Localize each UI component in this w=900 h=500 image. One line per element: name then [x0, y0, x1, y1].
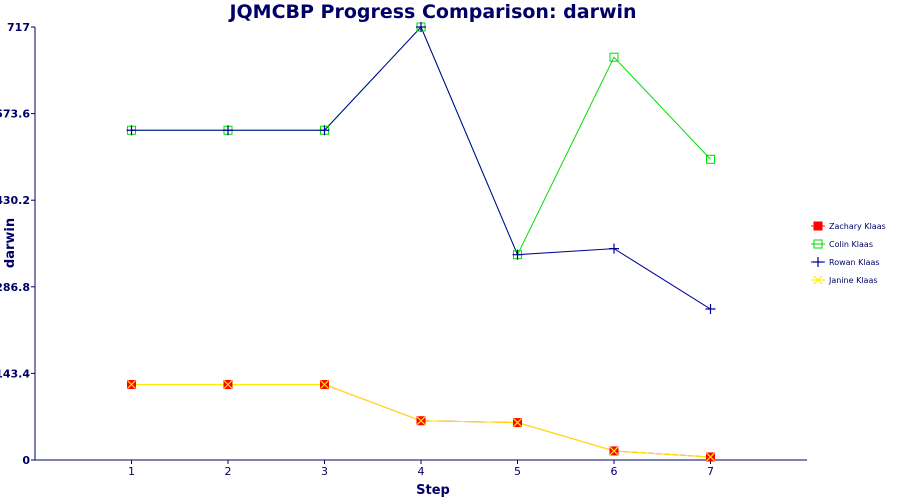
legend-item: Zachary Klaas	[811, 221, 886, 231]
plot-frame	[34, 27, 807, 461]
legend-swatch-marker	[813, 257, 823, 267]
data-point	[223, 380, 233, 389]
series-line	[131, 26, 711, 256]
series-1	[131, 26, 711, 256]
legend-label: Colin Klaas	[829, 240, 873, 249]
x-axis-label: Step	[416, 483, 450, 498]
y-tick-label: 286.8	[0, 281, 30, 294]
x-tick-label: 7	[707, 465, 714, 478]
data-point	[127, 380, 136, 389]
series-markers-1	[127, 22, 715, 260]
legend-item: Rowan Klaas	[811, 257, 880, 267]
data-point	[513, 418, 522, 427]
legend-swatch-marker	[813, 221, 823, 231]
legend-item: Janine Klaas	[811, 275, 878, 285]
y-axis-label: darwin	[3, 218, 18, 268]
data-point	[416, 22, 426, 32]
data-point	[320, 380, 329, 389]
legend: Zachary Klaas Colin Klaas Rowan Klaas Janin…	[811, 221, 886, 285]
data-point	[126, 125, 137, 136]
data-point	[223, 125, 233, 136]
data-point	[609, 446, 619, 456]
data-point	[705, 304, 716, 315]
data-point	[609, 52, 619, 62]
x-tick-label: 5	[514, 465, 521, 478]
legend-label: Zachary Klaas	[829, 222, 886, 231]
legend-swatch-marker	[813, 275, 823, 285]
series-line	[131, 26, 711, 310]
y-tick-label: 717	[7, 21, 30, 34]
legend-item: Colin Klaas	[811, 239, 873, 249]
data-point	[512, 249, 523, 260]
data-point	[609, 243, 619, 254]
data-point	[319, 125, 330, 136]
x-tick-label: 2	[225, 465, 232, 478]
x-tick-label: 1	[128, 465, 135, 478]
y-tick-label: 430.2	[0, 194, 30, 207]
y-tick-label: 573.6	[0, 108, 30, 121]
legend-label: Rowan Klaas	[829, 258, 880, 267]
y-tick-label: 143.4	[0, 367, 30, 380]
x-tick-label: 4	[418, 465, 425, 478]
series-2	[131, 26, 711, 310]
data-point	[706, 452, 715, 462]
y-tick-label: 0	[22, 454, 30, 467]
x-tick-label: 3	[321, 465, 328, 478]
series-layer	[126, 22, 716, 462]
data-point	[706, 154, 715, 164]
data-point	[416, 416, 426, 426]
x-ticks: 1 2 3 4 5 6 7	[128, 460, 714, 478]
series-markers-3	[127, 380, 715, 462]
legend-label: Janine Klaas	[828, 276, 878, 285]
y-ticks: 0 143.4 286.8 430.2 573.6 717	[0, 21, 35, 467]
x-tick-label: 6	[611, 465, 618, 478]
series-markers-2	[126, 22, 716, 315]
chart-title: JQMCBP Progress Comparison: darwin	[227, 1, 636, 23]
legend-swatch-marker	[813, 239, 823, 249]
